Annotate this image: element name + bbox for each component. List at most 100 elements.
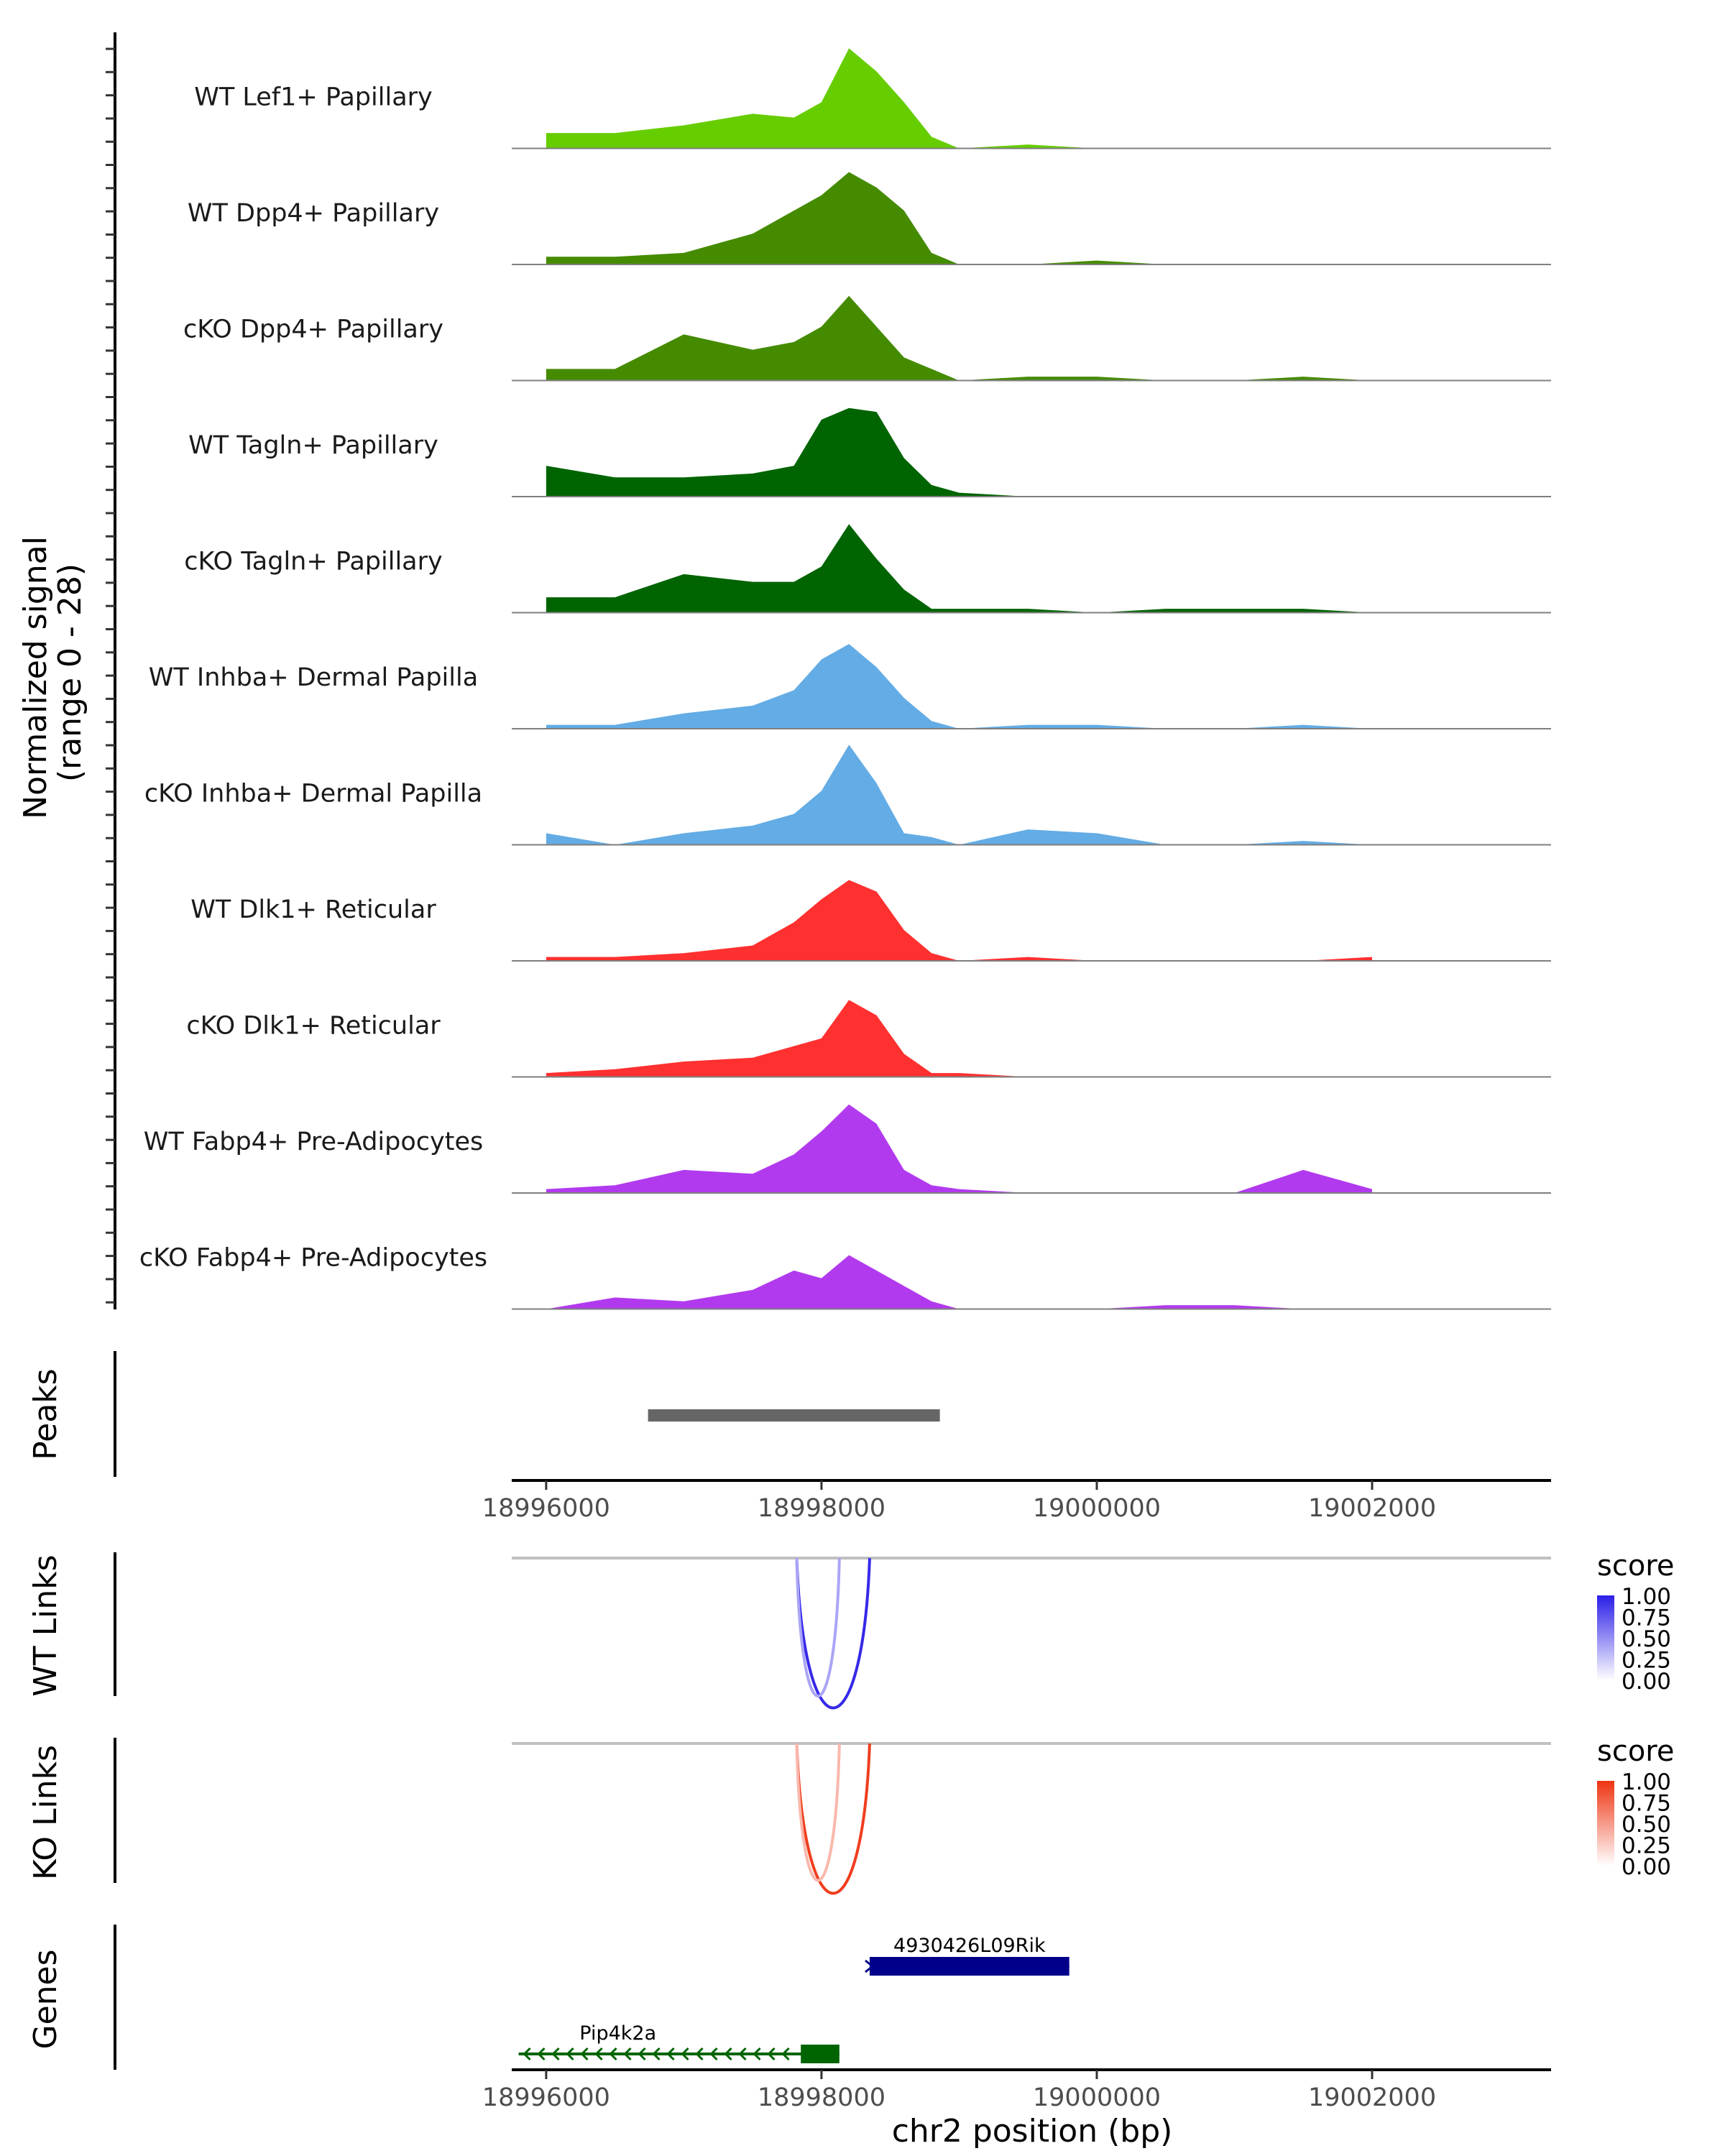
link-arc xyxy=(795,1557,841,1697)
coverage-track: cKO Dlk1+ Reticular xyxy=(186,1000,1551,1078)
axis-tick-label: 19000000 xyxy=(1033,1494,1161,1523)
y-axis-title-line1: Normalized signal xyxy=(17,536,54,819)
legend-title: score xyxy=(1597,1735,1674,1768)
peak-region xyxy=(648,1409,940,1422)
coverage-area xyxy=(546,1104,1373,1193)
coverage-ticks xyxy=(106,47,115,1304)
y-axis-title: Normalized signal (range 0 - 28) xyxy=(17,526,88,819)
coverage-area xyxy=(546,880,1373,961)
strand-arrow xyxy=(623,2047,632,2061)
y-axis-title-line2: (range 0 - 28) xyxy=(52,563,88,782)
gene-model: 4930426L09Rik xyxy=(865,1935,1070,1976)
coverage-track: WT Inhba+ Dermal Papilla xyxy=(149,644,1551,729)
coverage-area xyxy=(546,295,1373,381)
coverage-area xyxy=(546,745,1373,845)
gene-model: Pip4k2a xyxy=(518,2022,840,2063)
strand-arrow xyxy=(681,2047,689,2061)
strand-arrow xyxy=(695,2047,704,2061)
track-label: cKO Dlk1+ Reticular xyxy=(186,1012,441,1041)
coverage-track: cKO Inhba+ Dermal Papilla xyxy=(144,745,1551,846)
x-axis-bottom: 18996000 18998000 19000000 19002000 xyxy=(482,2068,1551,2112)
ko-link-arcs xyxy=(512,1742,1551,1895)
gene-exon xyxy=(869,1957,1070,1976)
gene-label: Pip4k2a xyxy=(579,2022,656,2045)
legend-tick-label: 1.00 xyxy=(1622,1584,1671,1610)
legend-tick-label: 1.00 xyxy=(1622,1769,1671,1795)
track-label: cKO Dpp4+ Papillary xyxy=(183,315,443,344)
strand-arrow xyxy=(738,2047,747,2061)
axis-tick-label: 18996000 xyxy=(482,1494,610,1523)
coverage-track: cKO Dpp4+ Papillary xyxy=(183,295,1551,382)
axis-tick-label: 18998000 xyxy=(758,2083,886,2112)
track-label: cKO Tagln+ Papillary xyxy=(184,548,443,576)
link-arc xyxy=(795,1743,871,1895)
strand-arrow xyxy=(566,2047,574,2061)
track-label: WT Lef1+ Papillary xyxy=(194,83,433,112)
strand-arrow xyxy=(652,2047,661,2061)
track-label: cKO Fabp4+ Pre-Adipocytes xyxy=(139,1244,487,1273)
coverage-track: WT Dlk1+ Reticular xyxy=(190,880,1551,962)
strand-arrow xyxy=(753,2047,761,2061)
strand-arrow xyxy=(638,2047,646,2061)
strand-arrow xyxy=(709,2047,718,2061)
coverage-track: WT Lef1+ Papillary xyxy=(194,48,1551,149)
peaks-panel: Peaks xyxy=(27,1351,940,1477)
axis-tick-label: 19002000 xyxy=(1308,2083,1436,2112)
strand-arrow xyxy=(551,2047,560,2061)
coverage-area xyxy=(546,524,1373,613)
coverage-area xyxy=(546,644,1373,729)
legend-tick-label: 0.25 xyxy=(1622,1833,1671,1859)
coverage-track: cKO Tagln+ Papillary xyxy=(184,524,1551,614)
coverage-track: WT Tagln+ Papillary xyxy=(188,407,1551,497)
strand-arrow xyxy=(580,2047,589,2061)
legend-tick-label: 0.50 xyxy=(1622,1626,1671,1652)
coverage-area xyxy=(546,407,1373,497)
coverage-area xyxy=(546,1255,1373,1309)
strand-arrow xyxy=(666,2047,675,2061)
strand-arrow xyxy=(523,2047,531,2061)
legend-tick-label: 0.00 xyxy=(1622,1854,1671,1880)
track-label: cKO Inhba+ Dermal Papilla xyxy=(144,780,482,808)
legend-colorbar xyxy=(1597,1595,1614,1680)
legend-tick-label: 0.50 xyxy=(1622,1812,1671,1838)
x-axis-top: 18996000 18998000 19000000 19002000 xyxy=(482,1479,1551,1523)
link-arc xyxy=(795,1743,841,1882)
legend-tick-label: 0.00 xyxy=(1622,1669,1671,1695)
strand-arrow xyxy=(594,2047,603,2061)
track-label: WT Dlk1+ Reticular xyxy=(190,895,436,924)
gene-label: 4930426L09Rik xyxy=(893,1935,1046,1957)
track-label: WT Dpp4+ Papillary xyxy=(188,199,439,228)
coverage-area xyxy=(546,48,1373,149)
coverage-track: WT Fabp4+ Pre-Adipocytes xyxy=(144,1104,1551,1194)
strand-arrow xyxy=(767,2047,776,2061)
peak-regions xyxy=(648,1409,940,1422)
axis-tick-label: 18996000 xyxy=(482,2083,610,2112)
coverage-area xyxy=(546,1000,1373,1077)
strand-arrow xyxy=(609,2047,617,2061)
legend-tick-label: 0.25 xyxy=(1622,1648,1671,1674)
axis-tick-label: 19002000 xyxy=(1308,1494,1436,1523)
coverage-track: cKO Fabp4+ Pre-Adipocytes xyxy=(139,1244,1551,1310)
genes-label: Genes xyxy=(27,1949,64,2049)
gene-models: 4930426L09Rik Pip4k2a xyxy=(518,1935,1070,2063)
strand-arrow xyxy=(724,2047,732,2061)
track-label: WT Inhba+ Dermal Papilla xyxy=(149,663,478,692)
coverage-area xyxy=(546,172,1373,264)
legend-title: score xyxy=(1597,1549,1674,1583)
strand-arrow xyxy=(865,1959,875,1973)
coverage-axis xyxy=(106,32,116,1309)
legend-tick-label: 0.75 xyxy=(1622,1606,1671,1631)
x-axis-title: chr2 position (bp) xyxy=(892,2113,1173,2150)
coverage-track: WT Dpp4+ Papillary xyxy=(188,172,1551,265)
axis-tick-label: 19000000 xyxy=(1033,2083,1161,2112)
ko-links-label: KO Links xyxy=(27,1745,64,1880)
axis-tick-label: 18998000 xyxy=(758,1494,886,1523)
track-label: WT Fabp4+ Pre-Adipocytes xyxy=(144,1128,483,1156)
strand-arrow xyxy=(537,2047,546,2061)
legend-colorbar xyxy=(1597,1781,1614,1866)
